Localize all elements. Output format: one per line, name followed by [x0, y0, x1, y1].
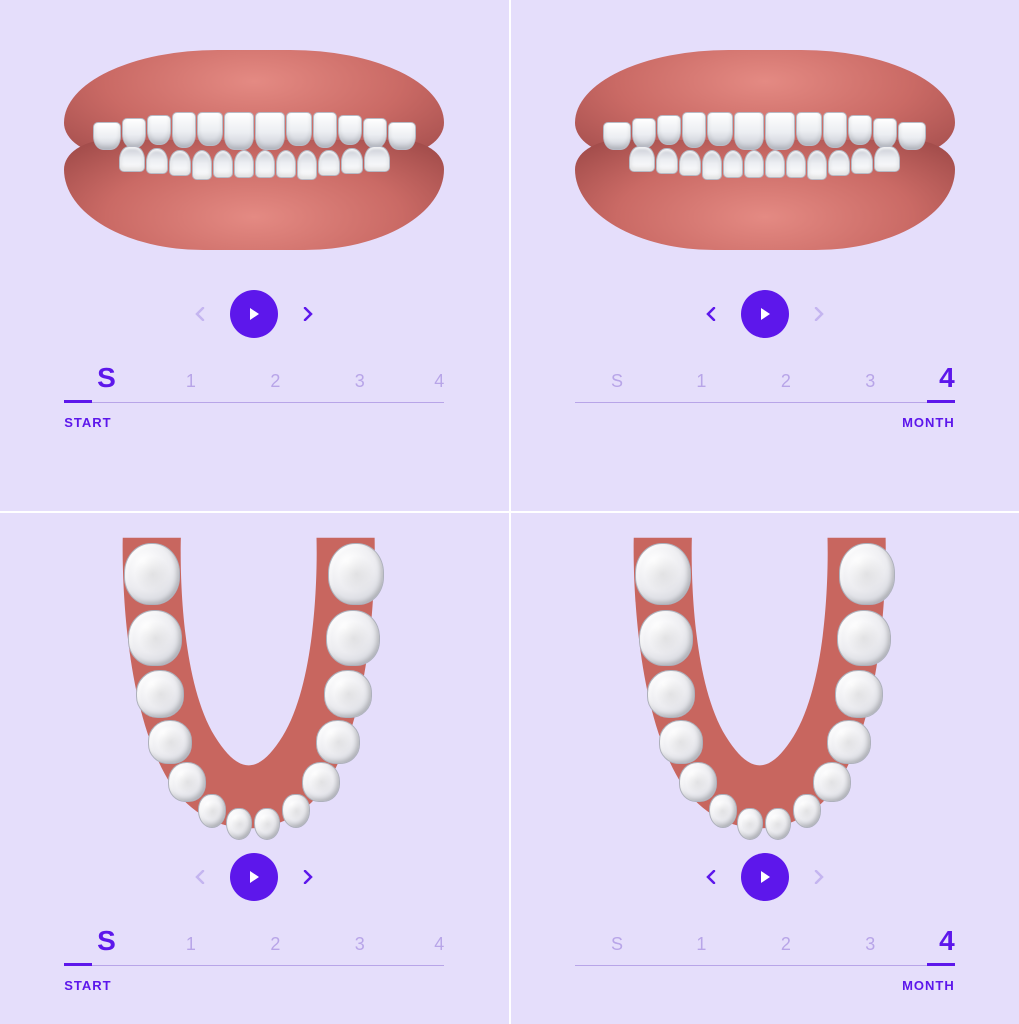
- teeth-front-view-end[interactable]: [541, 20, 990, 280]
- timeline-tick-3[interactable]: 3: [828, 934, 912, 955]
- timeline-track: S 1 2 3 4: [64, 925, 444, 966]
- chevron-right-icon: [303, 870, 313, 884]
- prev-button: [188, 865, 212, 889]
- timeline[interactable]: S 1 2 3 4 START: [64, 925, 444, 993]
- timeline-tick-s[interactable]: S: [575, 371, 659, 392]
- play-icon: [246, 869, 262, 885]
- timeline-tick-3[interactable]: 3: [318, 371, 402, 392]
- chevron-right-icon: [814, 307, 824, 321]
- timeline-label: MONTH: [575, 415, 955, 430]
- playback-controls: [188, 853, 320, 901]
- jaw-front-illustration: [575, 50, 955, 250]
- jaw-front-illustration: [64, 50, 444, 250]
- play-button[interactable]: [741, 290, 789, 338]
- play-icon: [757, 869, 773, 885]
- timeline-label: START: [64, 415, 444, 430]
- upper-teeth-row: [585, 112, 945, 150]
- jaw-occlusal-illustration: [84, 528, 424, 848]
- timeline-tick-2[interactable]: 2: [744, 934, 828, 955]
- chevron-right-icon: [814, 870, 824, 884]
- play-button[interactable]: [230, 290, 278, 338]
- next-button: [807, 865, 831, 889]
- timeline-indicator: [927, 400, 955, 403]
- timeline-tick-3[interactable]: 3: [318, 934, 402, 955]
- teeth-occlusal-view-end[interactable]: [541, 533, 990, 843]
- timeline-tick-1[interactable]: 1: [149, 371, 233, 392]
- panel-front-end: S 1 2 3 4 MONTH: [511, 0, 1019, 511]
- timeline-track: S 1 2 3 4: [64, 362, 444, 403]
- timeline-track: S 1 2 3 4: [575, 925, 955, 966]
- timeline-tick-4[interactable]: 4: [402, 371, 444, 392]
- prev-button[interactable]: [699, 302, 723, 326]
- jaw-occlusal-illustration: [595, 528, 935, 848]
- chevron-left-icon: [195, 870, 205, 884]
- timeline-tick-1[interactable]: 1: [149, 934, 233, 955]
- chevron-right-icon: [303, 307, 313, 321]
- play-icon: [757, 306, 773, 322]
- timeline-tick-4[interactable]: 4: [913, 362, 955, 394]
- comparison-grid: S 1 2 3 4 START: [0, 0, 1019, 1024]
- next-button: [807, 302, 831, 326]
- timeline-tick-3[interactable]: 3: [828, 371, 912, 392]
- next-button[interactable]: [296, 865, 320, 889]
- timeline-tick-1[interactable]: 1: [659, 934, 743, 955]
- timeline-indicator: [64, 400, 92, 403]
- teeth-occlusal-view-start[interactable]: [30, 533, 479, 843]
- timeline[interactable]: S 1 2 3 4 MONTH: [575, 925, 955, 993]
- prev-button: [188, 302, 212, 326]
- upper-teeth-row: [74, 112, 434, 150]
- timeline-tick-2[interactable]: 2: [744, 371, 828, 392]
- timeline-indicator: [64, 963, 92, 966]
- timeline-track: S 1 2 3 4: [575, 362, 955, 403]
- chevron-left-icon: [706, 307, 716, 321]
- timeline-tick-1[interactable]: 1: [659, 371, 743, 392]
- next-button[interactable]: [296, 302, 320, 326]
- timeline-label: START: [64, 978, 444, 993]
- timeline-tick-4[interactable]: 4: [913, 925, 955, 957]
- timeline-tick-s[interactable]: S: [575, 934, 659, 955]
- chevron-left-icon: [706, 870, 716, 884]
- playback-controls: [699, 290, 831, 338]
- lower-teeth-row: [585, 150, 945, 180]
- chevron-left-icon: [195, 307, 205, 321]
- timeline-tick-s[interactable]: S: [64, 362, 148, 394]
- play-button[interactable]: [741, 853, 789, 901]
- timeline-tick-2[interactable]: 2: [233, 371, 317, 392]
- timeline-tick-2[interactable]: 2: [233, 934, 317, 955]
- panel-occlusal-start: S 1 2 3 4 START: [0, 513, 509, 1024]
- playback-controls: [699, 853, 831, 901]
- prev-button[interactable]: [699, 865, 723, 889]
- timeline-tick-s[interactable]: S: [64, 925, 148, 957]
- teeth-front-view-start[interactable]: [30, 20, 479, 280]
- panel-occlusal-end: S 1 2 3 4 MONTH: [511, 513, 1019, 1024]
- timeline[interactable]: S 1 2 3 4 MONTH: [575, 362, 955, 430]
- lower-teeth-row: [74, 150, 434, 180]
- timeline-label: MONTH: [575, 978, 955, 993]
- timeline-indicator: [927, 963, 955, 966]
- play-icon: [246, 306, 262, 322]
- playback-controls: [188, 290, 320, 338]
- timeline[interactable]: S 1 2 3 4 START: [64, 362, 444, 430]
- play-button[interactable]: [230, 853, 278, 901]
- panel-front-start: S 1 2 3 4 START: [0, 0, 509, 511]
- timeline-tick-4[interactable]: 4: [402, 934, 444, 955]
